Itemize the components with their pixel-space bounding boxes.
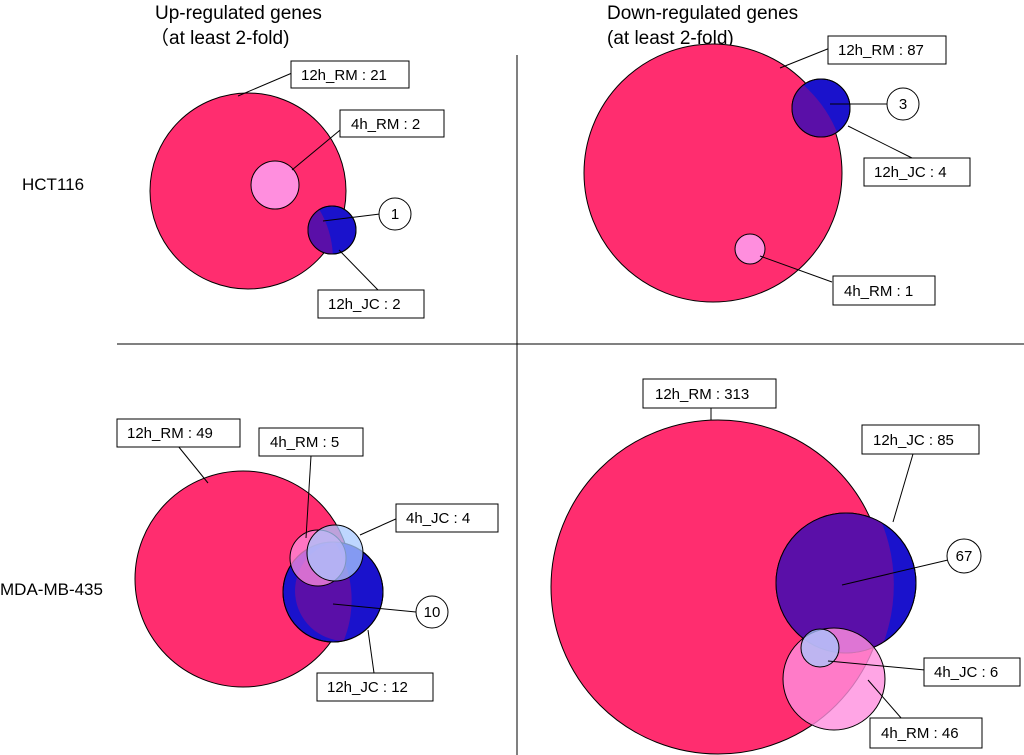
- panel-mda-up: 12h_RM : 49 4h_RM : 5 4h_JC : 4 10 12h_J…: [116, 418, 499, 702]
- overlap-region: [791, 84, 837, 138]
- row-label-hct116: HCT116: [22, 175, 84, 194]
- overlap-count: 1: [391, 206, 399, 223]
- label-box-4h-rm: [339, 109, 445, 138]
- overlap-count-bubble: [378, 197, 412, 231]
- label-box-12h-jc: [317, 289, 425, 319]
- label-box-12h-rm: [116, 418, 241, 448]
- label-box-12h-jc: [861, 424, 980, 455]
- circle-4h-jc: [800, 628, 840, 668]
- leader-12h-rm: [779, 47, 831, 69]
- label-12h-jc: 12h_JC : 12: [327, 679, 408, 696]
- label-4h-rm: 4h_RM : 46: [881, 725, 959, 742]
- column-header-down-line1: Down-regulated genes: [607, 3, 798, 24]
- panel-mda-down: 12h_RM : 313 12h_JC : 85 67 4h_JC : 6 4h…: [550, 378, 1021, 755]
- label-12h-rm: 12h_RM : 87: [838, 42, 924, 59]
- column-header-down-line2: (at least 2-fold): [607, 28, 734, 49]
- leader-overlap: [322, 213, 381, 222]
- circle-12h-rm: [583, 43, 843, 303]
- label-box-4h-rm: [869, 717, 983, 749]
- label-box-12h-rm: [827, 35, 947, 65]
- label-box-4h-jc: [923, 657, 1021, 687]
- overlap-count-bubble: [886, 87, 920, 121]
- overlap-region: [308, 209, 333, 255]
- label-box-12h-jc: [863, 157, 971, 187]
- label-12h-rm: 12h_RM : 21: [301, 67, 387, 84]
- overlap-count: 3: [899, 96, 907, 113]
- label-box-4h-rm: [832, 275, 936, 306]
- leader-12h-jc: [338, 249, 379, 291]
- label-box-12h-rm: [642, 378, 777, 409]
- label-4h-rm: 4h_RM : 1: [844, 283, 913, 300]
- label-box-12h-rm: [290, 60, 410, 89]
- overlap-region: [775, 513, 894, 654]
- label-4h-rm: 4h_RM : 2: [351, 116, 420, 133]
- panel-hct116-up: 12h_RM : 21 4h_RM : 2 1 12h_JC : 2: [149, 60, 445, 319]
- label-12h-rm: 12h_RM : 49: [127, 425, 213, 442]
- leader-12h-rm: [237, 72, 293, 97]
- leader-overlap: [841, 559, 949, 586]
- leader-4h-jc: [827, 660, 926, 671]
- circle-4h-jc: [306, 524, 364, 582]
- label-12h-jc: 12h_JC : 4: [874, 164, 947, 181]
- circle-4h-rm: [250, 160, 300, 210]
- leader-4h-jc: [359, 517, 399, 536]
- label-box-4h-jc: [395, 503, 499, 533]
- label-box-4h-rm: [258, 427, 364, 457]
- row-label-mda-mb-435: MDA-MB-435: [0, 580, 103, 599]
- overlap-count: 67: [956, 548, 973, 565]
- label-12h-jc: 12h_JC : 2: [328, 296, 401, 313]
- leader-overlap: [332, 603, 417, 613]
- column-header-up-line2: （at least 2-fold): [150, 27, 289, 49]
- panel-hct116-down: 12h_RM : 87 3 12h_JC : 4 4h_RM : 1: [583, 35, 971, 306]
- leader-4h-rm: [867, 679, 903, 720]
- label-4h-jc: 4h_JC : 6: [934, 664, 998, 681]
- label-12h-rm: 12h_RM : 313: [655, 386, 749, 403]
- circle-4h-rm: [734, 233, 766, 265]
- label-box-12h-jc: [316, 672, 434, 702]
- leader-12h-rm: [177, 445, 209, 484]
- label-12h-jc: 12h_JC : 85: [873, 432, 954, 449]
- leader-12h-jc: [847, 125, 913, 159]
- overlap-count: 10: [424, 604, 441, 621]
- leader-4h-rm: [305, 455, 312, 539]
- label-4h-rm: 4h_RM : 5: [270, 434, 339, 451]
- leader-4h-rm: [291, 125, 346, 171]
- overlap-count-bubble: [946, 538, 982, 574]
- leader-12h-jc: [367, 629, 375, 674]
- leader-4h-rm: [759, 255, 833, 283]
- circle-12h-rm: [149, 92, 347, 290]
- leader-12h-jc: [892, 453, 914, 523]
- label-4h-jc: 4h_JC : 4: [406, 510, 470, 527]
- overlap-count-bubble: [415, 595, 449, 629]
- column-header-up-line1: Up-regulated genes: [155, 3, 322, 24]
